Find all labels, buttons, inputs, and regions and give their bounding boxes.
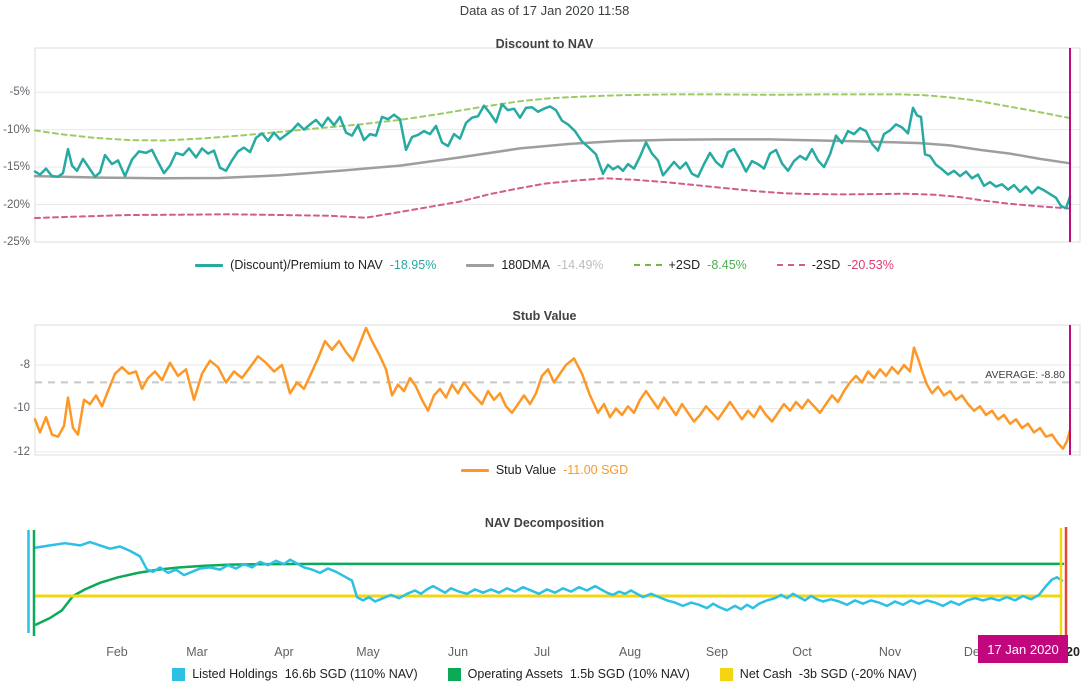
- listed-holdings-series: [34, 540, 1064, 612]
- legend-discount-to-nav: (Discount)/Premium to NAV -18.95% 180DMA -1…: [0, 258, 1089, 272]
- legend-label: +2SD: [668, 258, 701, 272]
- legend-swatch-icon: [776, 264, 805, 266]
- stub-value-line-series: [33, 326, 1072, 450]
- legend-swatch-icon: [466, 263, 495, 267]
- legend-item[interactable]: Stub Value -11.00 SGD: [460, 463, 629, 477]
- legend-swatch-icon: [460, 468, 489, 472]
- stub-value-plot-border: [34, 324, 1081, 456]
- legend-item[interactable]: Operating Assets 1.5b SGD (10% NAV): [447, 667, 690, 681]
- y-tick-label: -12: [13, 445, 30, 458]
- chart-title-nav-decomposition: NAV Decomposition: [484, 516, 605, 530]
- chart-title-stub-value: Stub Value: [512, 309, 577, 323]
- x-tick-label: Aug: [618, 645, 642, 659]
- x-tick-label: Oct: [792, 645, 812, 659]
- discount-to-nav-plot[interactable]: [33, 47, 1081, 243]
- x-tick-label: Sep: [705, 645, 729, 659]
- x-tick-label: Mar: [186, 645, 208, 659]
- legend-value: -14.49%: [556, 258, 604, 272]
- legend-nav-decomposition: Listed Holdings 16.6b SGD (110% NAV) Opera…: [0, 667, 1089, 681]
- legend-label: (Discount)/Premium to NAV: [230, 258, 383, 272]
- y-tick-label: -20%: [3, 198, 30, 211]
- discount-premium-series: [33, 102, 1072, 210]
- legend-value: 1.5b SGD (10% NAV): [569, 667, 690, 681]
- legend-value: -8.45%: [707, 258, 747, 272]
- nav-decomposition-plot[interactable]: [27, 527, 1068, 661]
- legend-value: 16.6b SGD (110% NAV): [284, 667, 418, 681]
- x-tick-label: Jul: [534, 645, 550, 659]
- stub-value-plot[interactable]: [33, 324, 1081, 456]
- legend-value: -11.00 SGD: [563, 463, 629, 477]
- legend-value: -18.95%: [389, 258, 437, 272]
- plus-2sd-series: [34, 93, 1071, 142]
- legend-label: 180DMA: [501, 258, 550, 272]
- legend-item[interactable]: -2SD -20.53%: [776, 258, 894, 272]
- x-tick-label: Nov: [878, 645, 902, 659]
- legend-value: -3b SGD (-20% NAV): [798, 667, 917, 681]
- legend-stub-value: Stub Value -11.00 SGD: [0, 463, 1089, 477]
- x-tick-label: Feb: [106, 645, 128, 659]
- dma-180-series: [33, 138, 1072, 180]
- legend-label: Operating Assets: [467, 667, 563, 681]
- legend-swatch-icon: [195, 263, 224, 267]
- legend-label: Listed Holdings: [192, 667, 278, 681]
- legend-value: -20.53%: [847, 258, 894, 272]
- data-as-of-label: Data as of 17 Jan 2020 11:58: [459, 3, 630, 18]
- y-tick-label: -15%: [3, 161, 30, 174]
- y-tick-label: -5%: [9, 86, 30, 99]
- y-tick-label: -25%: [3, 236, 30, 248]
- legend-label: -2SD: [811, 258, 841, 272]
- legend-item[interactable]: Listed Holdings 16.6b SGD (110% NAV): [172, 667, 418, 681]
- y-tick-label: -10: [13, 402, 30, 415]
- legend-label: Stub Value: [495, 463, 557, 477]
- legend-item[interactable]: 180DMA -14.49%: [466, 258, 604, 272]
- y-tick-label: -8: [19, 359, 30, 371]
- legend-swatch-icon: [633, 264, 662, 266]
- legend-swatch-icon: [719, 667, 733, 681]
- x-tick-label: Apr: [274, 645, 294, 659]
- legend-swatch-icon: [447, 667, 461, 681]
- legend-item[interactable]: (Discount)/Premium to NAV -18.95%: [195, 258, 436, 272]
- x-tick-label: Jun: [447, 645, 469, 659]
- x-tick-label: May: [356, 645, 380, 659]
- discount-to-nav-plot-border: [34, 47, 1081, 243]
- chart-title-discount-to-nav: Discount to NAV: [495, 37, 594, 51]
- minus-2sd-series: [34, 177, 1071, 219]
- average-label: AVERAGE: -8.80: [985, 369, 1065, 381]
- y-tick-label: -10%: [3, 123, 30, 136]
- legend-swatch-icon: [172, 667, 186, 681]
- current-date-tooltip: 17 Jan 2020: [978, 635, 1068, 663]
- legend-item[interactable]: +2SD -8.45%: [633, 258, 747, 272]
- legend-label: Net Cash: [739, 667, 792, 681]
- legend-item[interactable]: Net Cash -3b SGD (-20% NAV): [719, 667, 917, 681]
